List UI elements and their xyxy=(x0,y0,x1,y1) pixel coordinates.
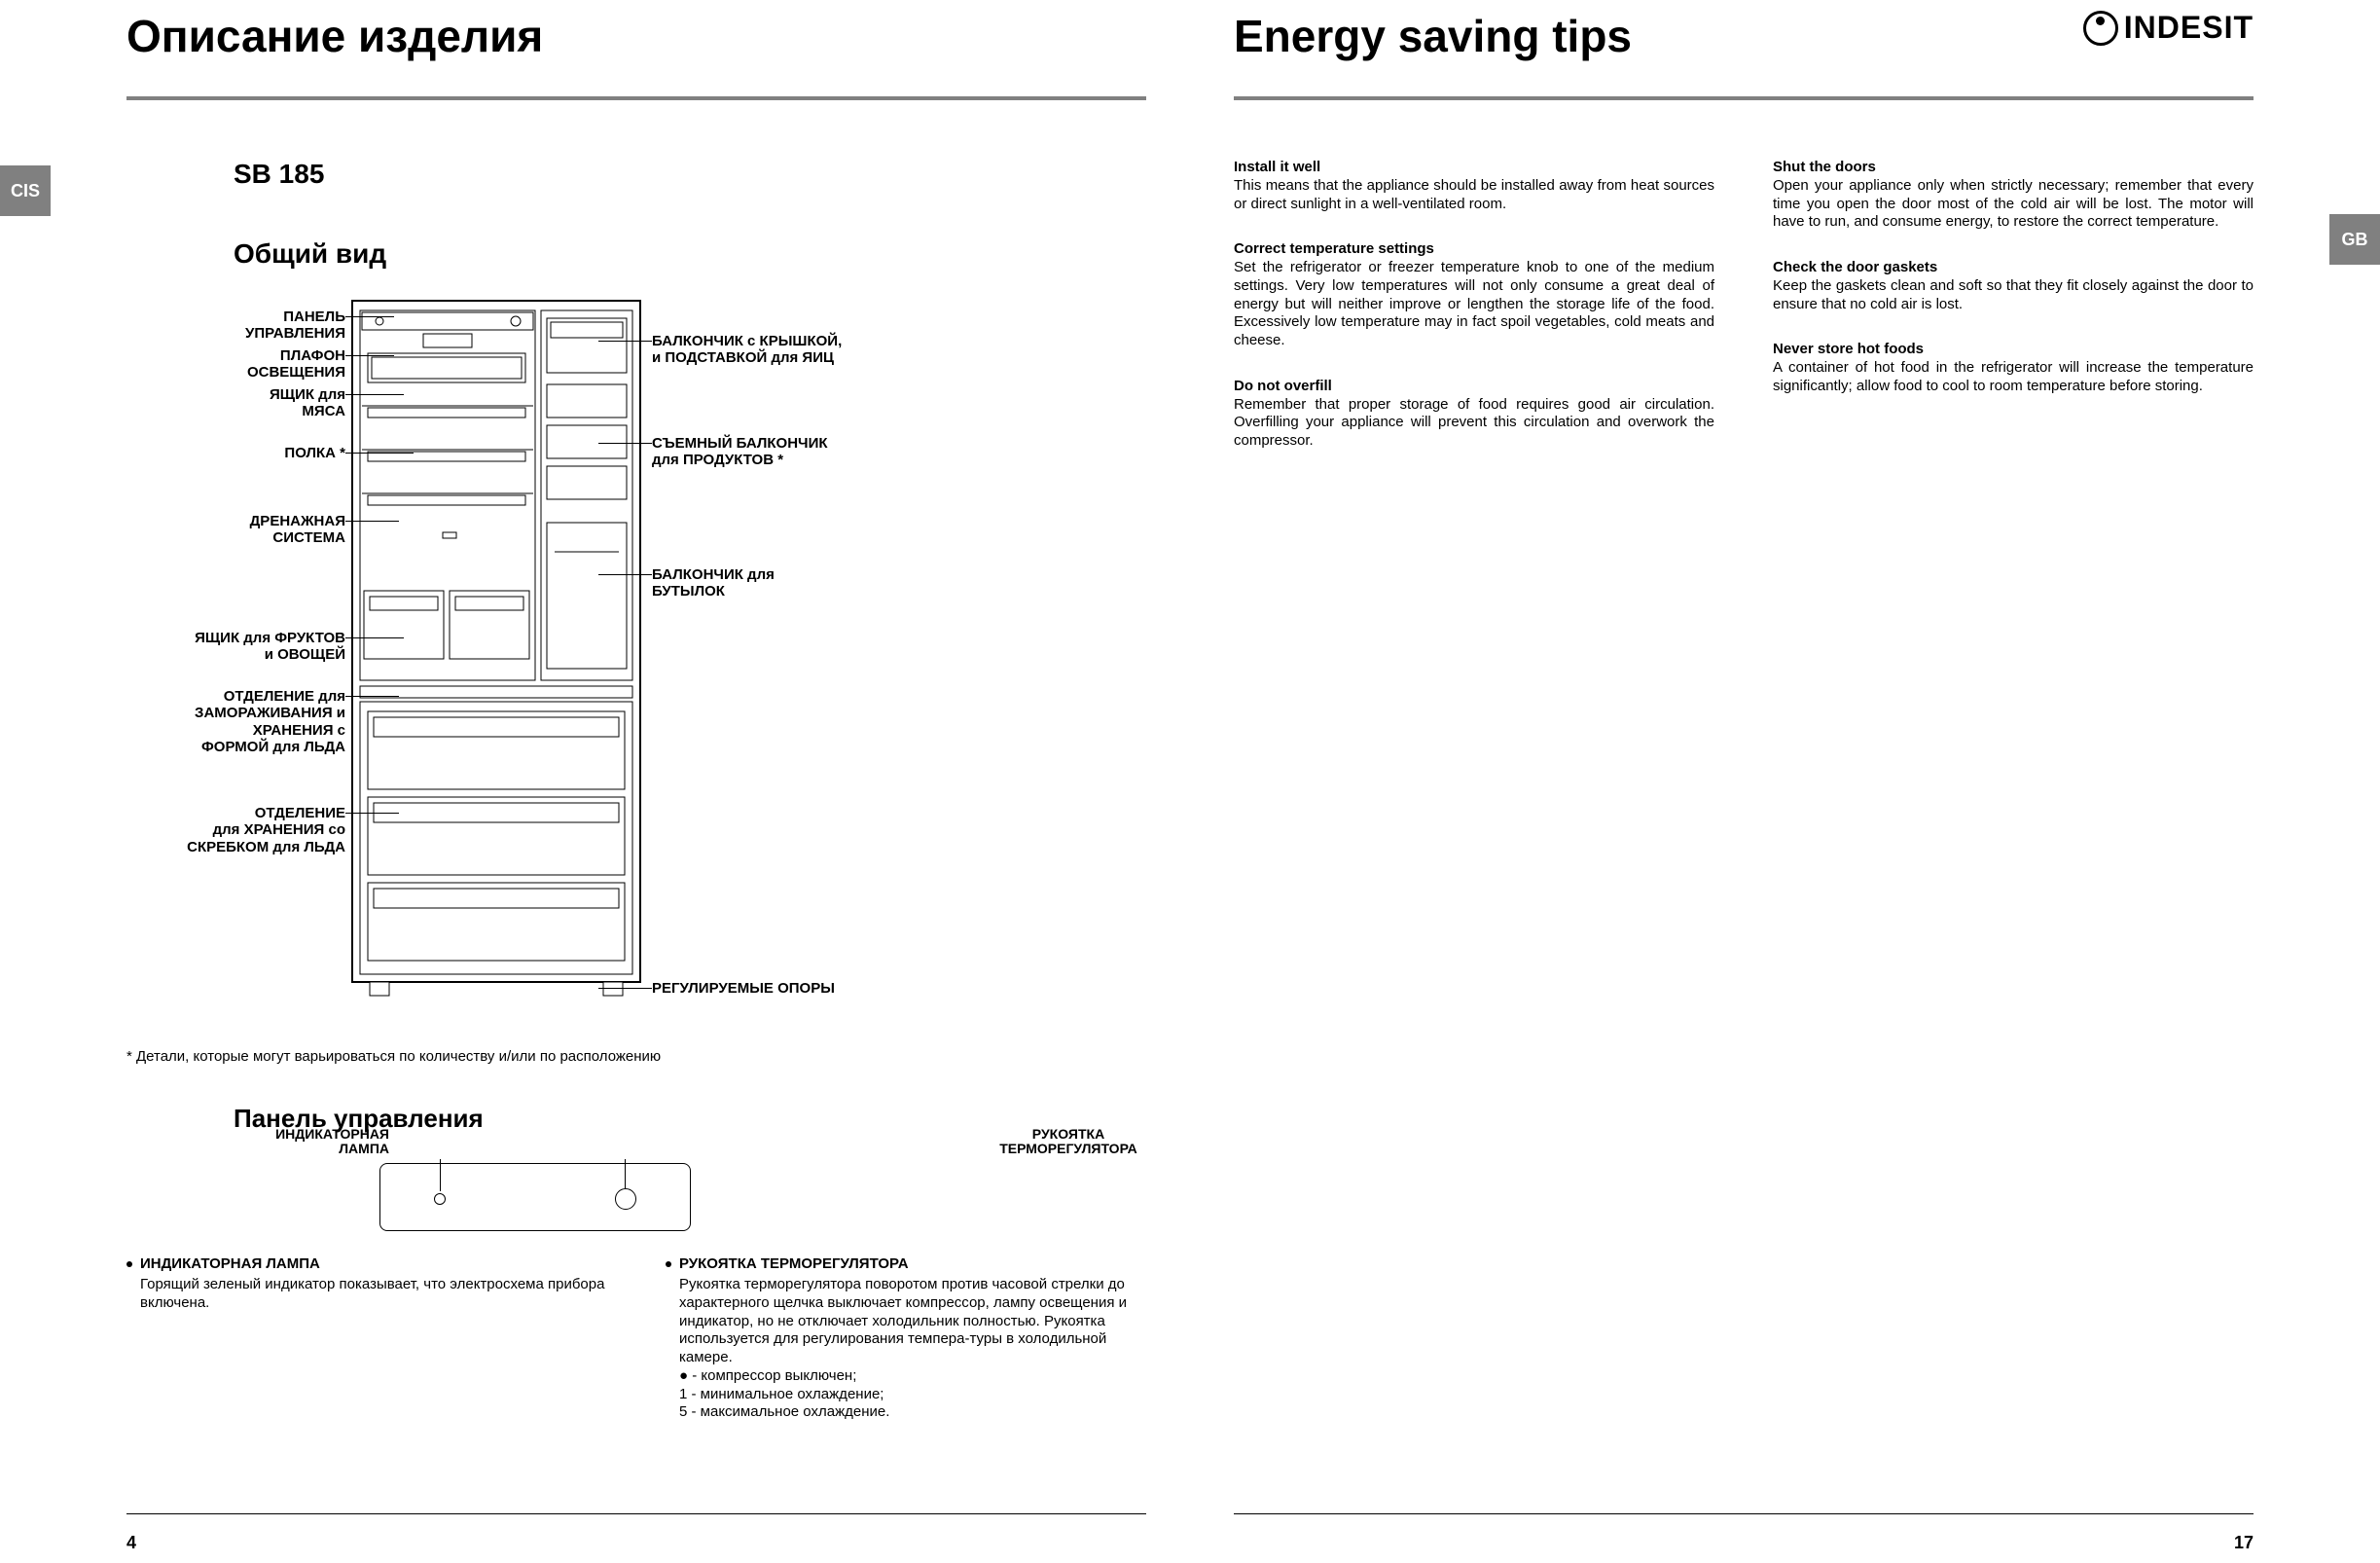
rule-left xyxy=(126,96,1146,100)
callout-left-3: ПОЛКА * xyxy=(141,445,345,461)
ctrl-lamp-hdr: ИНДИКАТОРНАЯ ЛАМПА xyxy=(140,1255,320,1272)
tip: Correct temperature settings Set the ref… xyxy=(1234,240,1714,350)
tip-body: Open your appliance only when strictly n… xyxy=(1773,177,2254,231)
title-left: Описание изделия xyxy=(126,10,1146,62)
ctrl-knob-label: РУКОЯТКА ТЕРМОРЕГУЛЯТОРА xyxy=(981,1127,1156,1157)
tip: Shut the doorsOpen your appliance only w… xyxy=(1773,159,2254,232)
footnote: * Детали, которые могут варьироваться по… xyxy=(126,1048,1146,1065)
callout-right-1: СЪЕМНЫЙ БАЛКОНЧИК для ПРОДУКТОВ * xyxy=(652,435,895,469)
ctrl-col-knob: РУКОЯТКА ТЕРМОРЕГУЛЯТОРА Рукоятка термор… xyxy=(666,1255,1146,1422)
callout-left-2: ЯЩИК для МЯСА xyxy=(141,386,345,420)
rule-right xyxy=(1234,96,2254,100)
control-panel-diagram xyxy=(379,1163,691,1231)
tip-body: This means that the appliance should be … xyxy=(1234,177,1714,212)
callout-left-1: ПЛАФОН ОСВЕЩЕНИЯ xyxy=(141,347,345,382)
model-label: SB 185 xyxy=(234,159,1146,190)
callout-left-7: ОТДЕЛЕНИЕ для ХРАНЕНИЯ со СКРЕБКОМ для Л… xyxy=(141,805,345,855)
ctrl-col-lamp: ИНДИКАТОРНАЯ ЛАМПА Горящий зеленый индик… xyxy=(126,1255,607,1422)
tip-body: Remember that proper storage of food req… xyxy=(1234,396,1714,450)
ctrl-lamp-body: Горящий зеленый индикатор показывает, чт… xyxy=(140,1276,607,1313)
tip-header: Check the door gaskets xyxy=(1773,259,2254,277)
side-tab-cis: CIS xyxy=(0,165,51,216)
tip: Never store hot foodsA container of hot … xyxy=(1773,341,2254,395)
tip-body: Keep the gaskets clean and soft so that … xyxy=(1773,277,2254,312)
overview-title: Общий вид xyxy=(234,238,1146,270)
tip-header: Shut the doors xyxy=(1773,159,2254,177)
footer-rule-left xyxy=(126,1513,1146,1514)
indesit-logo: INDESIT xyxy=(2083,10,2254,46)
tip: Install it well This means that the appl… xyxy=(1234,159,1714,213)
page-left: CIS Описание изделия SB 185 Общий вид xyxy=(126,0,1146,1563)
tip-header: Install it well xyxy=(1234,159,1714,177)
tip-header: Do not overfill xyxy=(1234,378,1714,396)
tip: Do not overfill Remember that proper sto… xyxy=(1234,378,1714,451)
logo-text: INDESIT xyxy=(2124,10,2254,46)
fridge-svg xyxy=(350,299,642,1000)
callout-right-0: БАЛКОНЧИК с КРЫШКОЙ, и ПОДСТАВКОЙ для ЯИ… xyxy=(652,333,895,367)
callout-right-3: РЕГУЛИРУЕМЫЕ ОПОРЫ xyxy=(652,980,895,997)
thermostat-knob-icon xyxy=(615,1188,636,1210)
ctrl-knob-body: Рукоятка терморегулятора поворотом проти… xyxy=(679,1276,1146,1422)
callout-left-4: ДРЕНАЖНАЯ СИСТЕМА xyxy=(141,513,345,547)
page-number-right: 17 xyxy=(2234,1533,2254,1553)
page-right: GB Energy saving tips INDESIT Install it… xyxy=(1234,0,2254,1563)
page-number-left: 4 xyxy=(126,1533,136,1553)
ctrl-lamp-label: ИНДИКАТОРНАЯ ЛАМПА xyxy=(243,1127,389,1157)
footer-rule-right xyxy=(1234,1513,2254,1514)
callout-left-5: ЯЩИК для ФРУКТОВ и ОВОЩЕЙ xyxy=(141,630,345,664)
logo-icon xyxy=(2083,11,2118,46)
callout-right-2: БАЛКОНЧИК для БУТЫЛОК xyxy=(652,566,895,600)
tip-header: Correct temperature settings xyxy=(1234,240,1714,259)
fridge-diagram: ПАНЕЛЬ УПРАВЛЕНИЯ ПЛАФОН ОСВЕЩЕНИЯ ЯЩИК дл… xyxy=(126,299,1146,1029)
side-tab-gb: GB xyxy=(2329,214,2380,265)
tip-body: A container of hot food in the refrigera… xyxy=(1773,359,2254,394)
tip-header: Never store hot foods xyxy=(1773,341,2254,359)
indicator-lamp-icon xyxy=(434,1193,446,1205)
callout-left-6: ОТДЕЛЕНИЕ для ЗАМОРАЖИВАНИЯ и ХРАНЕНИЯ с… xyxy=(141,688,345,755)
tip-body: Set the refrigerator or freezer temperat… xyxy=(1234,259,1714,348)
tip: Check the door gasketsKeep the gaskets c… xyxy=(1773,259,2254,313)
control-panel-columns: ИНДИКАТОРНАЯ ЛАМПА Горящий зеленый индик… xyxy=(126,1255,1146,1422)
tips-columns: Install it well This means that the appl… xyxy=(1234,159,2254,478)
tips-col1: Install it well This means that the appl… xyxy=(1234,159,1714,478)
callout-left-0: ПАНЕЛЬ УПРАВЛЕНИЯ xyxy=(141,309,345,343)
ctrl-knob-hdr: РУКОЯТКА ТЕРМОРЕГУЛЯТОРА xyxy=(679,1255,909,1272)
tips-col2: Shut the doorsOpen your appliance only w… xyxy=(1773,159,2254,478)
